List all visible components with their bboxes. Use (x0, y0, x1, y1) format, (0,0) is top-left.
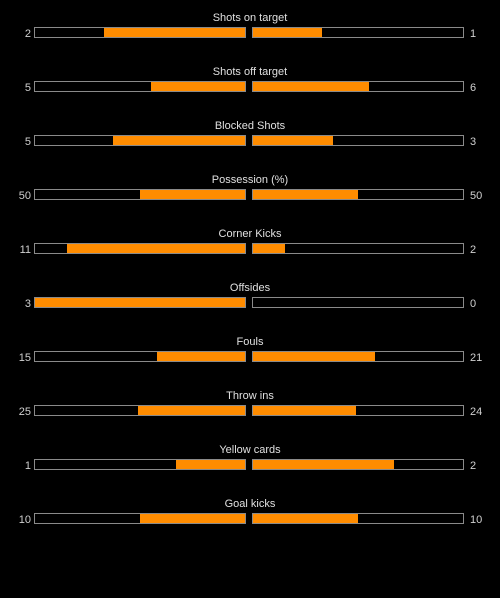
away-value: 1 (470, 28, 477, 40)
away-value: 2 (470, 460, 477, 472)
away-bar-fill (253, 28, 323, 37)
away-value: 24 (470, 406, 483, 418)
home-value: 2 (24, 28, 31, 40)
home-bar-fill (35, 298, 245, 307)
away-bar (252, 81, 464, 92)
home-bar-fill (104, 28, 245, 37)
away-bar (252, 297, 464, 308)
home-bar-fill (112, 136, 245, 145)
stat-label: Blocked Shots (214, 120, 286, 132)
away-value: 0 (470, 298, 477, 310)
away-bar (252, 459, 464, 470)
away-bar (252, 243, 464, 254)
match-stats-panel: Shots on target 2 1 Shots off target 5 6… (0, 11, 500, 551)
away-value: 6 (470, 82, 477, 94)
home-bar (34, 27, 246, 38)
away-bar (252, 405, 464, 416)
home-bar-fill (66, 244, 245, 253)
home-bar-fill (156, 352, 245, 361)
away-bar-fill (253, 190, 358, 199)
home-value: 50 (18, 190, 31, 202)
stat-row-corner-kicks: Corner Kicks 11 2 (0, 227, 500, 281)
stat-row-blocked-shots: Blocked Shots 5 3 (0, 119, 500, 173)
stat-row-fouls: Fouls 15 21 (0, 335, 500, 389)
home-bar-fill (175, 460, 245, 469)
away-bar-fill (253, 352, 375, 361)
home-bar (34, 135, 246, 146)
away-bar (252, 189, 464, 200)
stat-row-yellow-cards: Yellow cards 1 2 (0, 443, 500, 497)
stat-label: Corner Kicks (218, 228, 282, 240)
stat-row-offsides: Offsides 3 0 (0, 281, 500, 335)
home-bar-fill (140, 514, 245, 523)
away-bar (252, 135, 464, 146)
home-value: 15 (18, 352, 31, 364)
home-value: 1 (24, 460, 31, 472)
home-value: 5 (24, 82, 31, 94)
home-bar (34, 405, 246, 416)
away-value: 21 (470, 352, 483, 364)
away-bar-fill (253, 136, 333, 145)
away-bar-fill (253, 82, 369, 91)
home-bar-fill (140, 190, 245, 199)
home-value: 3 (24, 298, 31, 310)
home-bar-fill (150, 82, 245, 91)
stat-label: Possession (%) (211, 174, 289, 186)
stat-label: Goal kicks (224, 498, 276, 510)
away-value: 10 (470, 514, 483, 526)
home-bar (34, 189, 246, 200)
home-bar (34, 459, 246, 470)
stat-label: Shots off target (212, 66, 288, 78)
home-value: 25 (18, 406, 31, 418)
away-bar (252, 513, 464, 524)
home-bar (34, 513, 246, 524)
away-bar-fill (253, 244, 285, 253)
stat-label: Yellow cards (219, 444, 281, 456)
stat-row-shots-off-target: Shots off target 5 6 (0, 65, 500, 119)
home-value: 11 (19, 244, 31, 256)
stat-row-goal-kicks: Goal kicks 10 10 (0, 497, 500, 551)
away-bar (252, 351, 464, 362)
stat-row-possession: Possession (%) 50 50 (0, 173, 500, 227)
home-bar (34, 351, 246, 362)
stat-row-throw-ins: Throw ins 25 24 (0, 389, 500, 443)
home-value: 5 (24, 136, 31, 148)
home-bar (34, 81, 246, 92)
home-bar (34, 243, 246, 254)
stat-label: Fouls (236, 336, 264, 348)
away-value: 3 (470, 136, 477, 148)
stat-row-shots-on-target: Shots on target 2 1 (0, 11, 500, 65)
stat-label: Offsides (229, 282, 271, 294)
away-bar (252, 27, 464, 38)
home-bar (34, 297, 246, 308)
away-value: 50 (470, 190, 483, 202)
away-bar-fill (253, 460, 394, 469)
away-value: 2 (470, 244, 477, 256)
away-bar-fill (253, 514, 358, 523)
stat-label: Shots on target (212, 12, 288, 24)
home-value: 10 (18, 514, 31, 526)
home-bar-fill (137, 406, 245, 415)
away-bar-fill (253, 406, 356, 415)
stat-label: Throw ins (226, 390, 274, 402)
